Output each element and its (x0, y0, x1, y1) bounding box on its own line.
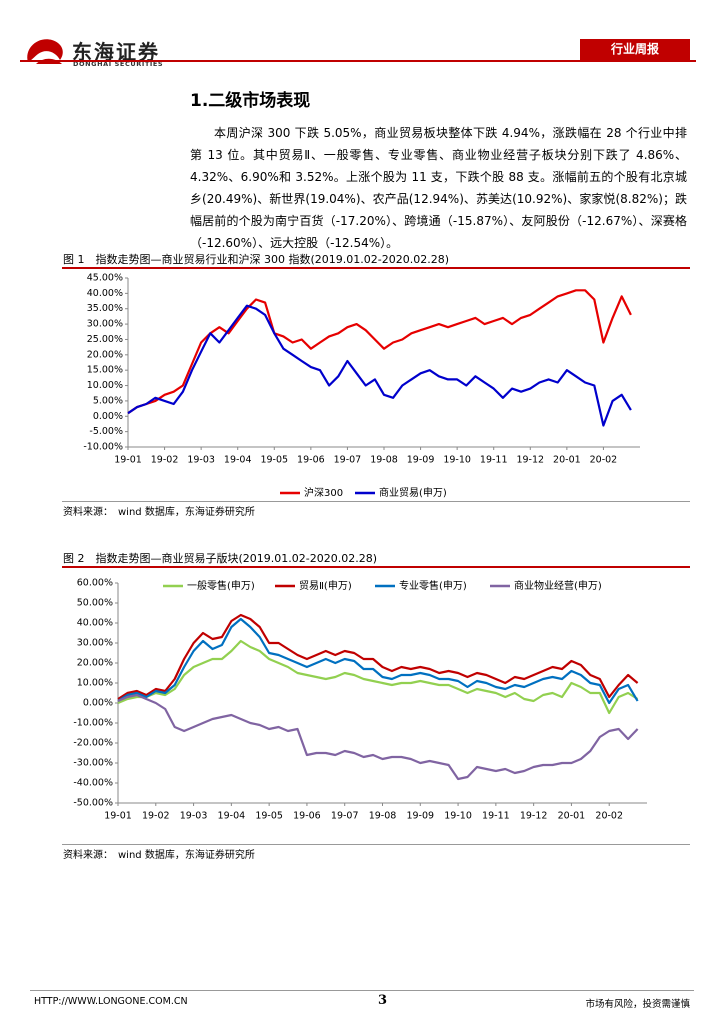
series-line (127, 289, 632, 415)
y-tick-label: 10.00% (77, 678, 113, 689)
chart: -10.00% -5.00% 0.00% 5.00% 10.00% 15.00% 20.00… (83, 273, 640, 499)
source-rule (62, 501, 690, 502)
section-title: 1.二级市场表现 (190, 91, 311, 111)
x-tick-label: 19-01 (104, 811, 132, 822)
x-tick-label: 19-12 (516, 455, 544, 466)
x-tick-label: 19-07 (331, 811, 359, 822)
y-tick-label: 0.00% (83, 698, 113, 709)
caption-rule (62, 566, 690, 568)
y-tick-label: 30.00% (77, 638, 113, 649)
x-tick-label: 19-08 (369, 811, 397, 822)
y-tick-label: 5.00% (93, 395, 123, 406)
x-tick-label: 19-10 (444, 811, 472, 822)
series-line (127, 304, 632, 427)
y-tick-label: 15.00% (87, 365, 123, 376)
brand-en: DONGHAI SECURITIES (73, 60, 164, 68)
caption-rule (62, 267, 690, 269)
y-tick-label: -30.00% (73, 758, 113, 769)
footer-rule (30, 990, 694, 991)
x-tick-label: 19-09 (407, 455, 435, 466)
footer-url: HTTP://WWW.LONGONE.COM.CN (34, 996, 188, 1007)
logo-emblem (27, 39, 63, 64)
x-tick-label: 19-01 (114, 455, 142, 466)
series-line (117, 613, 639, 700)
x-tick-label: 19-09 (406, 811, 434, 822)
paragraph: 本周沪深 300 下跌 5.05%，商业贸易板块整体下跌 4.94%，涨跌幅在 … (190, 126, 687, 250)
header-rule (20, 60, 696, 62)
y-tick-label: -10.00% (73, 718, 113, 729)
legend-label: 一般零售(申万) (187, 579, 255, 592)
legend-label: 商业物业经营(申万) (514, 579, 602, 592)
x-tick-label: 19-02 (142, 811, 170, 822)
source-rule (62, 844, 690, 845)
y-tick-label: -10.00% (83, 442, 123, 453)
y-tick-label: 10.00% (87, 380, 123, 391)
y-tick-label: -40.00% (73, 778, 113, 789)
x-tick-label: 19-06 (293, 811, 321, 822)
x-tick-label: 19-03 (187, 455, 215, 466)
y-tick-label: 40.00% (87, 288, 123, 299)
y-tick-label: -50.00% (73, 798, 113, 809)
y-tick-label: -20.00% (73, 738, 113, 749)
report-tab: 行业周报 (580, 39, 690, 60)
figure-caption: 图 2 指数走势图—商业贸易子版块(2019.01.02-2020.02.28) (63, 552, 378, 565)
x-tick-label: 19-11 (480, 455, 508, 466)
x-tick-label: 19-02 (151, 455, 179, 466)
figure-caption: 图 1 指数走势图—商业贸易行业和沪深 300 指数(2019.01.02-20… (63, 253, 449, 266)
y-tick-label: 60.00% (77, 578, 113, 589)
x-tick-label: 20-02 (595, 811, 623, 822)
x-tick-label: 20-01 (553, 455, 581, 466)
source: 资料来源： wind 数据库，东海证券研究所 (63, 507, 255, 518)
y-tick-label: 45.00% (87, 273, 123, 284)
legend-label: 商业贸易(申万) (379, 486, 447, 499)
legend-label: 沪深300 (304, 486, 343, 499)
x-tick-label: 20-02 (590, 455, 618, 466)
x-tick-label: 19-05 (255, 811, 283, 822)
y-tick-label: 50.00% (77, 598, 113, 609)
legend-label: 贸易Ⅱ(申万) (299, 579, 352, 592)
x-tick-label: 19-11 (482, 811, 510, 822)
x-tick-label: 19-05 (260, 455, 288, 466)
footer-note: 市场有风险，投资需谨慎 (585, 999, 690, 1010)
legend-label: 专业零售(申万) (399, 579, 467, 592)
series-line (117, 639, 639, 715)
y-tick-label: 20.00% (87, 349, 123, 360)
x-tick-label: 20-01 (558, 811, 586, 822)
x-tick-label: 19-03 (180, 811, 208, 822)
y-tick-label: 25.00% (87, 334, 123, 345)
series-line (117, 693, 639, 781)
x-tick-label: 19-12 (520, 811, 548, 822)
x-tick-label: 19-04 (224, 455, 252, 466)
y-tick-label: 30.00% (87, 319, 123, 330)
x-tick-label: 19-08 (370, 455, 398, 466)
y-tick-label: 0.00% (93, 411, 123, 422)
page-number: 3 (378, 993, 388, 1008)
y-tick-label: 20.00% (77, 658, 113, 669)
y-tick-label: 35.00% (87, 303, 123, 314)
source: 资料来源： wind 数据库，东海证券研究所 (63, 850, 255, 861)
x-tick-label: 19-06 (297, 455, 325, 466)
y-tick-label: -5.00% (89, 426, 123, 437)
chart: -50.00% -40.00% -30.00% -20.00% -10.00% 0.00%… (73, 578, 647, 822)
x-tick-label: 19-10 (443, 455, 471, 466)
x-tick-label: 19-04 (218, 811, 246, 822)
x-tick-label: 19-07 (334, 455, 362, 466)
series-line (117, 617, 639, 705)
y-tick-label: 40.00% (77, 618, 113, 629)
